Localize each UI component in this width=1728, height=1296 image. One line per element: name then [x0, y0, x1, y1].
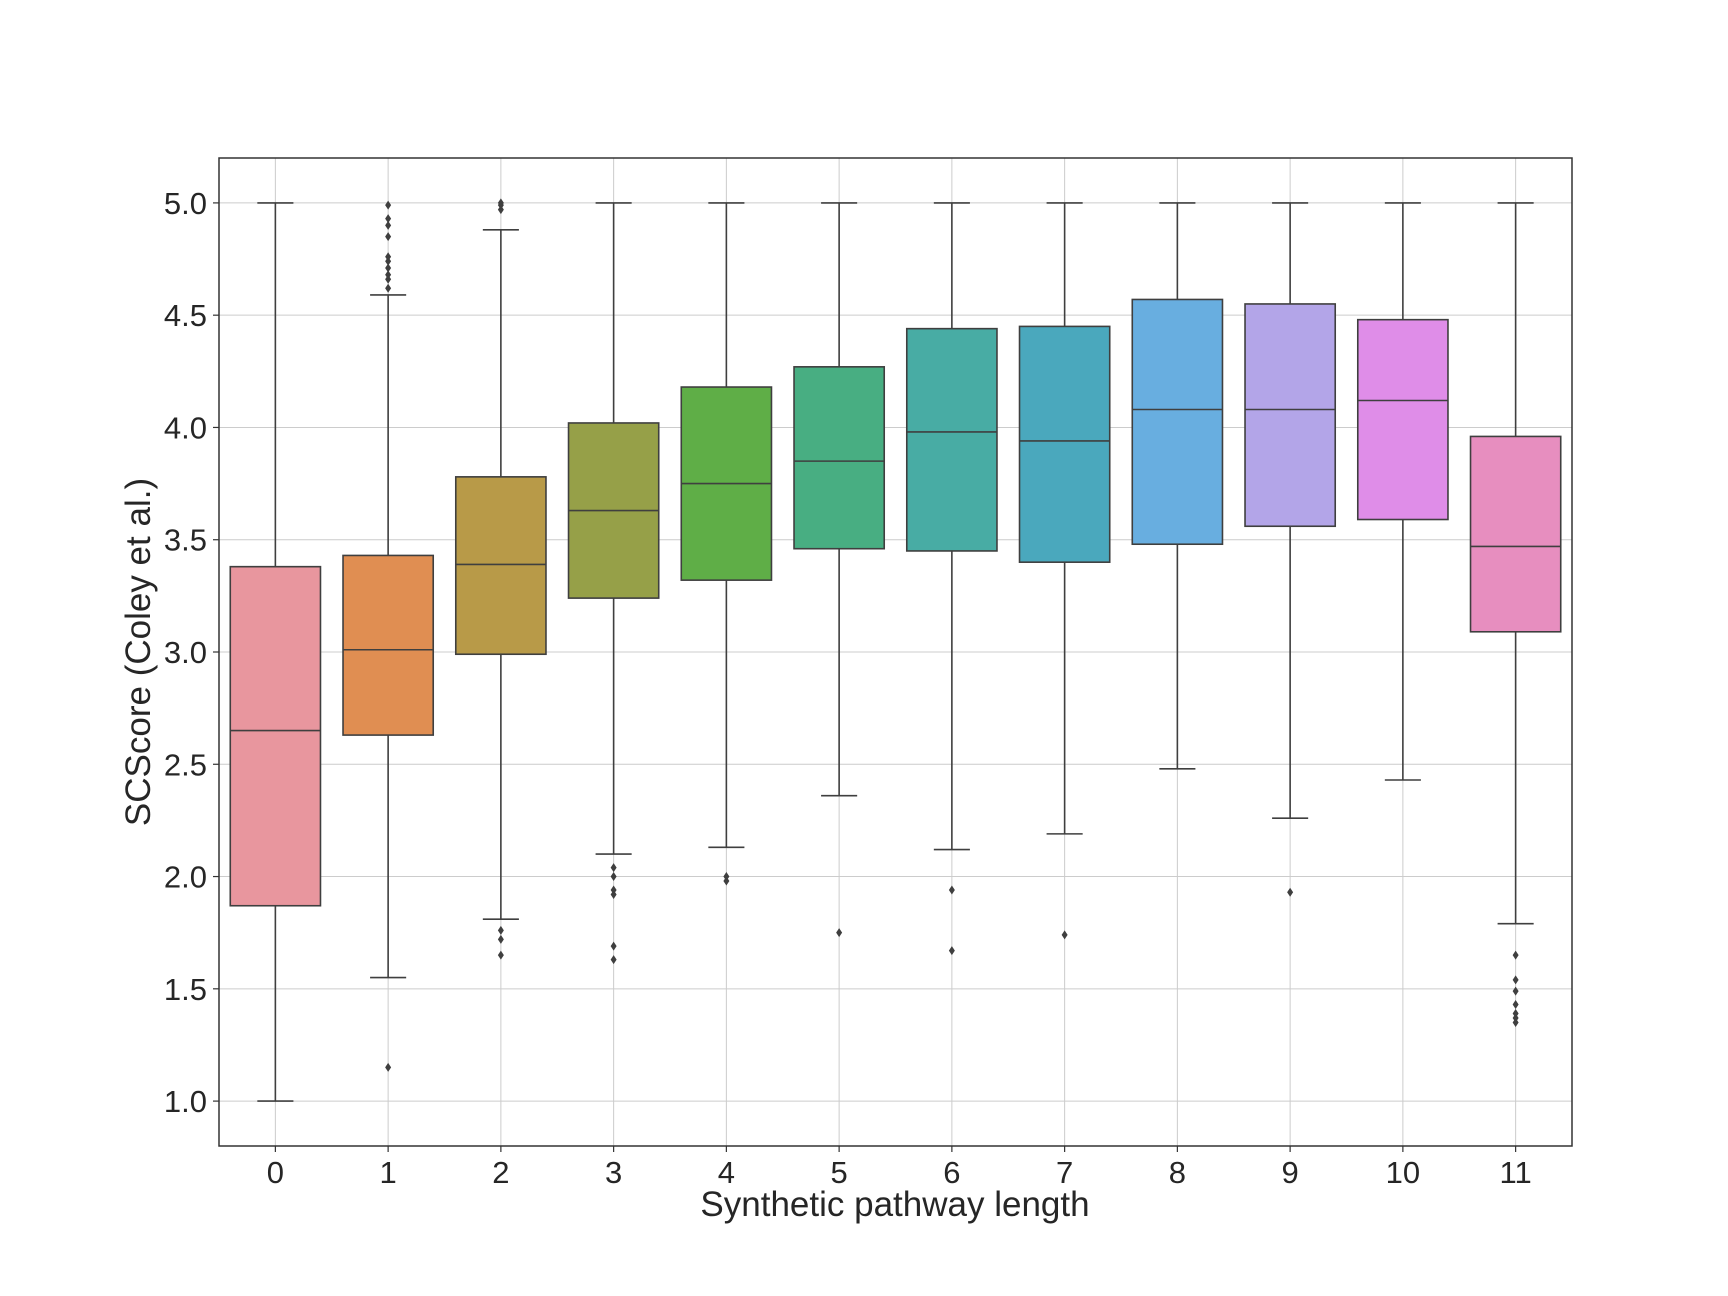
- outlier-point: [385, 214, 392, 224]
- outlier-point: [610, 872, 617, 882]
- x-tick-label: 8: [1169, 1155, 1186, 1190]
- x-axis-label: Synthetic pathway length: [700, 1185, 1089, 1224]
- outlier-point: [948, 885, 955, 895]
- box-iqr: [342, 554, 435, 736]
- outlier-point: [723, 872, 730, 882]
- outlier-point: [385, 270, 392, 280]
- outlier-point: [610, 955, 617, 965]
- box-group-7: [1018, 202, 1111, 940]
- x-tick-label: 2: [492, 1155, 509, 1190]
- box-series: [229, 198, 1562, 1102]
- y-tick-label: 2.0: [164, 860, 207, 895]
- box-group-8: [1131, 202, 1224, 770]
- box-group-5: [793, 202, 886, 938]
- box-group-1: [342, 200, 435, 1072]
- x-tick-label: 10: [1386, 1155, 1420, 1190]
- outlier-point: [1512, 1009, 1519, 1019]
- outlier-point: [385, 1062, 392, 1072]
- x-tick-label: 0: [267, 1155, 284, 1190]
- outlier-point: [836, 928, 843, 938]
- y-tick-label: 3.0: [164, 635, 207, 670]
- y-tick-label: 3.5: [164, 523, 207, 558]
- outlier-point: [1512, 1000, 1519, 1010]
- outlier-point: [497, 925, 504, 935]
- x-tick-label: 3: [605, 1155, 622, 1190]
- x-tick-label: 1: [380, 1155, 397, 1190]
- y-tick-label: 4.0: [164, 410, 207, 445]
- y-tick-label: 2.5: [164, 747, 207, 782]
- box-iqr: [793, 366, 886, 550]
- y-tick-label: 1.5: [164, 972, 207, 1007]
- box-iqr: [229, 565, 322, 907]
- y-tick-label: 5.0: [164, 186, 207, 221]
- box-group-11: [1469, 202, 1562, 1027]
- x-tick-label: 11: [1500, 1155, 1532, 1190]
- outlier-point: [385, 200, 392, 210]
- outlier-point: [385, 263, 392, 273]
- box-group-10: [1356, 202, 1449, 781]
- outlier-point: [497, 934, 504, 944]
- outlier-point: [385, 252, 392, 262]
- x-tick-label: 5: [831, 1155, 848, 1190]
- outlier-point: [1287, 887, 1294, 897]
- box-iqr: [1131, 298, 1224, 546]
- box-group-4: [680, 202, 773, 886]
- box-iqr: [1469, 435, 1562, 633]
- outlier-point: [1512, 975, 1519, 985]
- box-iqr: [905, 327, 998, 552]
- x-tick-label: 7: [1056, 1155, 1073, 1190]
- outlier-point: [385, 283, 392, 293]
- y-tick-label: 4.5: [164, 298, 207, 333]
- outlier-point: [610, 941, 617, 951]
- box-group-2: [454, 198, 547, 960]
- box-group-6: [905, 202, 998, 956]
- x-tick-label: 9: [1282, 1155, 1299, 1190]
- box-group-0: [229, 202, 322, 1102]
- outlier-point: [948, 946, 955, 956]
- box-iqr: [454, 476, 547, 656]
- y-tick-label: 1.0: [164, 1084, 207, 1119]
- outlier-point: [385, 220, 392, 230]
- x-tick-label: 6: [943, 1155, 960, 1190]
- outlier-point: [1061, 930, 1068, 940]
- outlier-point: [497, 950, 504, 960]
- outlier-point: [497, 198, 504, 208]
- y-axis-label: SCScore (Coley et al.): [119, 478, 158, 826]
- box-group-3: [567, 202, 660, 965]
- x-axis-ticks: 0 1 2 3 4 5 6 7 8 9 10 11: [267, 1146, 1532, 1190]
- outlier-point: [1512, 986, 1519, 996]
- y-axis-ticks: 1.0 1.5 2.0 2.5 3.0 3.5 4.0 4.5 5.0: [164, 186, 219, 1119]
- box-iqr: [1018, 325, 1111, 563]
- box-iqr: [1244, 303, 1337, 528]
- outlier-point: [385, 232, 392, 242]
- x-tick-label: 4: [718, 1155, 735, 1190]
- box-group-9: [1244, 202, 1337, 897]
- outlier-point: [610, 863, 617, 873]
- box-iqr: [1356, 318, 1449, 521]
- outlier-point: [1512, 950, 1519, 960]
- outlier-point: [610, 885, 617, 895]
